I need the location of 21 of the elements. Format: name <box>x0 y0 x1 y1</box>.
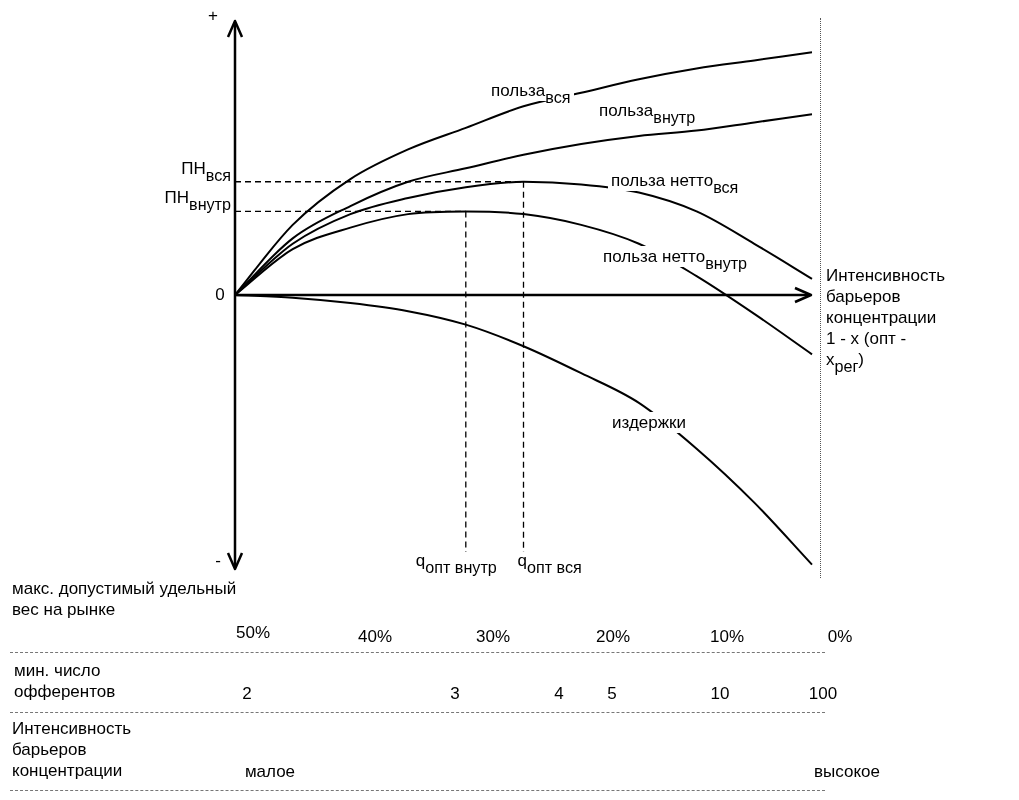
text: 10% <box>709 626 745 647</box>
text: - <box>214 550 222 571</box>
text: 10 <box>709 683 731 704</box>
text: + <box>207 5 219 26</box>
text: 4 <box>553 683 565 704</box>
text: 5 <box>606 683 618 704</box>
text: 0 <box>214 284 226 305</box>
text: мин. число офферентов <box>14 660 117 702</box>
text: 100 <box>807 683 839 704</box>
series-label: издержки <box>609 412 690 433</box>
text: малое <box>243 761 297 782</box>
text: 2 <box>241 683 253 704</box>
text: 40% <box>357 626 393 647</box>
text: 3 <box>449 683 461 704</box>
text: 30% <box>475 626 511 647</box>
text: Интенсивность барьеров концентрации <box>12 718 133 781</box>
text: высокое <box>813 761 881 782</box>
text: 50% <box>235 622 271 643</box>
text: 20% <box>595 626 631 647</box>
text: 0% <box>826 626 854 647</box>
text: макс. допустимый удельный вес на рынке <box>12 578 237 620</box>
